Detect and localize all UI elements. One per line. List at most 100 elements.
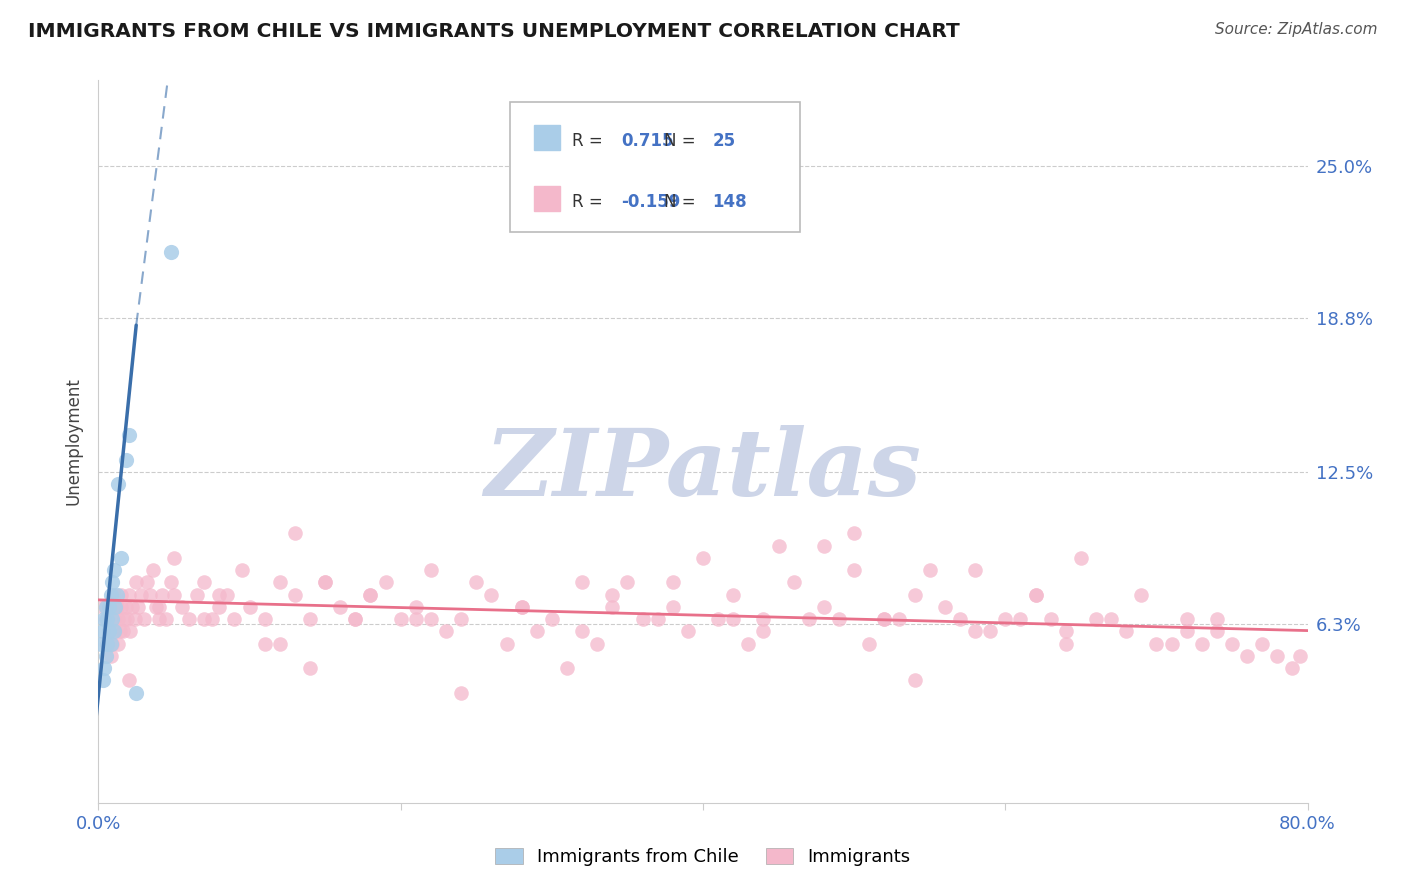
Point [179,612,201,626]
Point [103,588,125,602]
Point [118,588,141,602]
Point [284,526,307,541]
Point [160,244,183,259]
Point [208,599,231,614]
Point [873,612,896,626]
Point [100,648,122,663]
Point [707,612,730,626]
Point [979,624,1001,639]
Point [101,575,124,590]
Point [465,575,488,590]
Point [1289,648,1312,663]
Point [91,624,114,639]
Text: R =: R = [572,193,609,211]
Point [170,599,193,614]
Point [193,575,215,590]
Point [299,661,322,675]
Text: Source: ZipAtlas.com: Source: ZipAtlas.com [1215,22,1378,37]
Point [208,588,231,602]
Point [148,612,170,626]
Point [96,637,118,651]
Point [115,612,138,626]
Point [299,612,322,626]
Point [90,637,112,651]
Point [94,612,117,626]
Point [269,637,291,651]
Point [1085,612,1108,626]
Point [107,477,129,491]
Point [114,453,136,467]
Point [114,599,136,614]
Point [1281,661,1303,675]
Point [103,624,125,639]
Point [269,575,291,590]
Point [1054,624,1077,639]
Point [129,588,152,602]
Point [1024,588,1046,602]
Point [93,612,115,626]
Point [949,612,972,626]
Point [889,612,911,626]
Point [96,612,118,626]
Text: 148: 148 [713,193,748,211]
Point [555,661,578,675]
Point [602,588,624,602]
Point [510,599,533,614]
Point [965,624,987,639]
Point [329,599,352,614]
Point [828,612,851,626]
Point [145,599,167,614]
Point [434,624,457,639]
Point [100,637,122,651]
Point [1191,637,1213,651]
Point [142,563,165,577]
Point [101,612,124,626]
Point [1010,612,1032,626]
FancyBboxPatch shape [534,125,561,151]
Point [344,612,367,626]
Point [101,637,124,651]
Legend: Immigrants from Chile, Immigrants: Immigrants from Chile, Immigrants [488,840,918,873]
Point [783,575,806,590]
Text: ZIPatlas: ZIPatlas [485,425,921,516]
Point [1175,612,1198,626]
Point [571,624,593,639]
Point [1039,612,1062,626]
Point [450,612,472,626]
Point [112,612,135,626]
Point [616,575,638,590]
Point [1220,637,1243,651]
Point [602,599,624,614]
Point [374,575,396,590]
Point [723,588,745,602]
FancyBboxPatch shape [534,186,561,211]
Point [752,612,775,626]
Point [540,612,562,626]
Text: N =: N = [664,132,702,150]
Point [1130,588,1153,602]
Point [495,637,517,651]
Point [105,599,128,614]
Point [108,624,131,639]
Point [118,673,141,688]
Point [110,550,132,565]
Point [1024,588,1046,602]
Point [98,624,121,639]
Point [98,599,121,614]
Point [481,588,503,602]
Point [1175,624,1198,639]
Point [253,612,276,626]
Text: 0.715: 0.715 [621,132,673,150]
Point [661,575,683,590]
Point [1099,612,1122,626]
Point [120,624,142,639]
Point [148,599,170,614]
Text: -0.159: -0.159 [621,193,681,211]
Point [104,599,127,614]
Point [1206,624,1229,639]
Point [107,612,129,626]
Point [100,599,122,614]
Point [994,612,1017,626]
Point [135,575,157,590]
Point [98,624,121,639]
